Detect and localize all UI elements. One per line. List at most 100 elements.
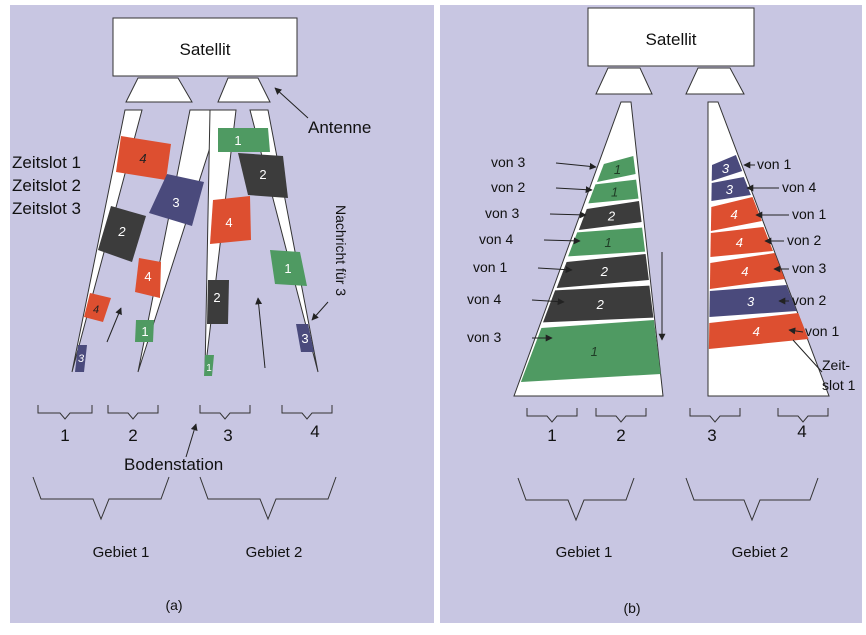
- station-brace: [199, 405, 251, 420]
- slot-number: 4: [139, 151, 146, 166]
- panel-b: Satellit 1 1 2 1 2 2 1 3 3 4 4 4 3 4 von 3 von 2 von…: [467, 7, 856, 616]
- slot-a-b3-red: [210, 196, 251, 244]
- area-label: Gebiet 1: [556, 544, 613, 561]
- slot-number: 4: [741, 264, 748, 279]
- slot-number: 2: [117, 224, 126, 239]
- slot-number: 2: [596, 297, 605, 312]
- label-arrow: [543, 237, 581, 245]
- slot-number: 1: [604, 235, 611, 250]
- slot-number: 3: [747, 294, 755, 309]
- slot-number: 4: [144, 269, 151, 284]
- slot-number: 2: [600, 264, 609, 279]
- time-slot-segment: [710, 227, 773, 257]
- slot-number: 2: [607, 209, 616, 224]
- station-brace: [281, 405, 333, 420]
- time-slot-segment: [556, 254, 649, 288]
- label-arrow: [555, 186, 593, 194]
- time-slot-segment: [520, 320, 661, 382]
- source-label: von 3: [491, 154, 525, 170]
- area-brace: [685, 477, 819, 522]
- satellite-box-b: [587, 7, 755, 67]
- antenna-arrow: [274, 87, 309, 119]
- timeslot-label: Zeitslot 1: [12, 153, 81, 172]
- slot-a-b2-green: [135, 320, 154, 342]
- source-label: von 3: [467, 329, 501, 345]
- slot-number: 4: [736, 235, 743, 250]
- station-label: 1: [547, 426, 556, 445]
- beam-a2: [137, 109, 223, 373]
- source-label: von 2: [491, 179, 525, 195]
- area-brace: [32, 476, 170, 521]
- station-label: 4: [310, 422, 319, 441]
- time-slot-segment: [578, 201, 642, 230]
- antenna-b-right: [685, 67, 745, 95]
- satellite-label-b: Satellit: [645, 30, 696, 49]
- source-label: von 4: [467, 291, 501, 307]
- satellite-box-a: [112, 17, 298, 77]
- slot-number: 4: [730, 207, 737, 222]
- area-label: Gebiet 2: [246, 544, 303, 561]
- slot-a-b1-red-small: [84, 293, 111, 322]
- up-arrow: [106, 307, 122, 343]
- source-label: von 1: [805, 323, 839, 339]
- time-slot-segment: [588, 179, 639, 204]
- area-brace: [199, 476, 337, 521]
- time-slot-segment: [711, 177, 751, 201]
- zeitslot-label: slot 1: [822, 377, 856, 393]
- area-brace: [517, 477, 635, 522]
- label-arrow: [531, 298, 565, 306]
- station-brace: [689, 408, 741, 423]
- time-slot-segment: [710, 197, 762, 231]
- time-slot-segment: [711, 155, 743, 181]
- source-label: von 1: [792, 206, 826, 222]
- right-label-arrows: [743, 161, 804, 335]
- station-label: 1: [60, 426, 69, 445]
- antenna-a-left: [125, 77, 193, 103]
- slot-number: 2: [213, 290, 220, 305]
- beam-b-right-slots: 3 3 4 4 4 3 4: [708, 155, 809, 349]
- zeitslot-pointer: [792, 339, 823, 373]
- slot-a-b1-navy-small: [75, 345, 87, 372]
- message-arrow: [311, 301, 329, 321]
- station-brace: [37, 405, 93, 420]
- slot-number: 3: [172, 195, 179, 210]
- source-label: von 2: [792, 292, 826, 308]
- slot-number: 1: [614, 162, 621, 177]
- slot-number: 1: [206, 363, 212, 374]
- panel-a: Satellit 4 2 4 3 3 4 1 1 4 2 1: [12, 17, 371, 613]
- station-label: 3: [223, 426, 232, 445]
- source-label: von 1: [473, 259, 507, 275]
- source-label: von 1: [757, 156, 791, 172]
- slot-a-b4-navy: [296, 324, 314, 352]
- slot-number: 1: [141, 324, 148, 339]
- timeslot-label: Zeitslot 2: [12, 176, 81, 195]
- time-slot-segment: [709, 253, 785, 289]
- timeslot-label: Zeitslot 3: [12, 199, 81, 218]
- beam-b-left-slots: 1 1 2 1 2 2 1: [520, 156, 661, 382]
- slot-number: 1: [591, 344, 598, 359]
- station-brace: [777, 408, 829, 423]
- label-arrow: [555, 162, 597, 170]
- source-label: von 2: [787, 232, 821, 248]
- station-label: 4: [797, 422, 806, 441]
- slot-a-b4-dark: [238, 153, 288, 198]
- source-label: von 3: [485, 205, 519, 221]
- satellite-label-a: Satellit: [179, 40, 230, 59]
- station-brace: [107, 405, 159, 420]
- station-label: 2: [128, 426, 137, 445]
- slot-a-b3-green-small: [204, 355, 214, 376]
- time-slot-segment: [568, 227, 646, 257]
- source-label: von 3: [792, 260, 826, 276]
- slot-number: 1: [284, 261, 291, 276]
- antenna-b-left: [595, 67, 653, 95]
- left-label-arrows: [531, 162, 597, 342]
- slot-number: 1: [234, 133, 241, 148]
- slot-a-b1-dark: [98, 206, 146, 262]
- label-arrow: [549, 211, 587, 219]
- slot-number: 4: [93, 304, 99, 316]
- up-arrow: [255, 297, 266, 369]
- slot-number: 4: [753, 324, 760, 339]
- station-label: 2: [616, 426, 625, 445]
- station-brace: [595, 408, 647, 423]
